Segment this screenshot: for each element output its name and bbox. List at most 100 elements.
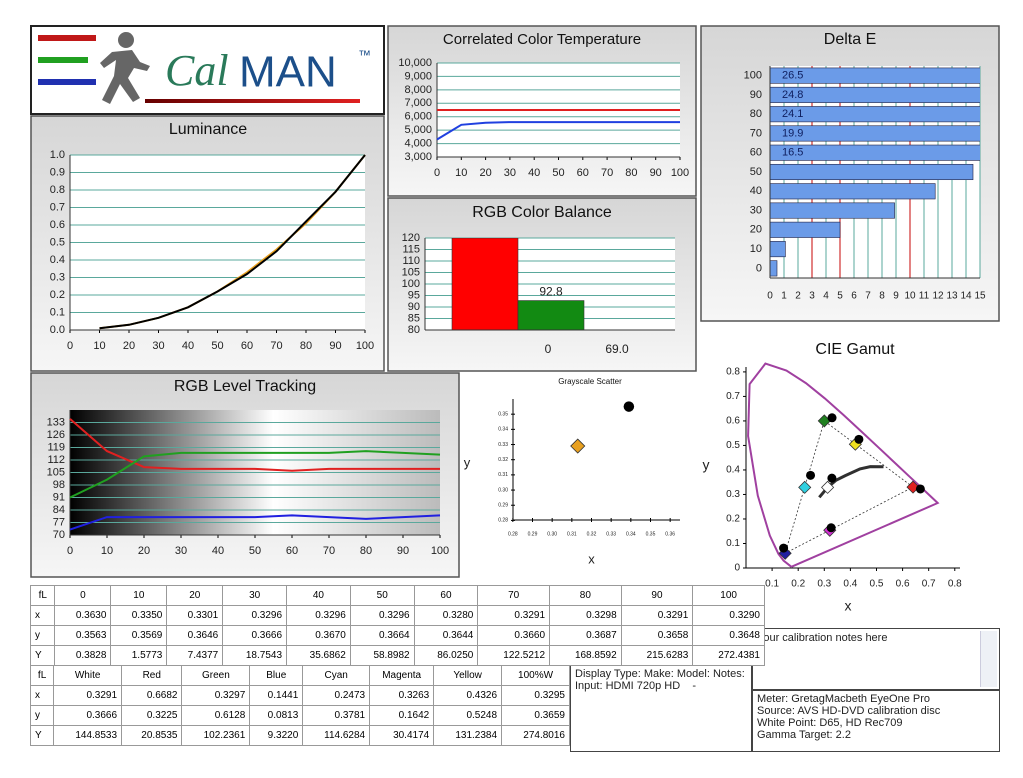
- x-tick-label: 70: [270, 340, 282, 352]
- logo-trademark: ™: [358, 47, 371, 62]
- cell: 0.1441: [249, 685, 304, 706]
- value-label: 92.8: [539, 285, 563, 299]
- cell: 0.3644: [413, 625, 479, 646]
- series-line: [99, 154, 366, 330]
- cell: 7.4377: [166, 645, 224, 666]
- x-tick-label: 100: [356, 340, 374, 352]
- x-tick-label: 14: [960, 291, 972, 302]
- y-tick-label: 6,000: [404, 111, 432, 123]
- row-label: Y: [29, 645, 56, 666]
- chart-title: CIE Gamut: [815, 341, 895, 358]
- logo-cal: Cal: [165, 46, 229, 95]
- table-row: Y 144.8533 20.8535 102.2361 9.3220 114.6284 30…: [29, 725, 570, 746]
- header-cell: fL: [29, 665, 55, 686]
- header-cell: 20: [166, 585, 224, 606]
- logo-bar-red: [38, 35, 96, 41]
- cell: 0.3280: [413, 605, 479, 626]
- y-tick-label: 9,000: [404, 70, 432, 82]
- y-axis-label: y: [464, 455, 471, 470]
- data-table: fL 0 10 20 30 40 50 60 70 80 90 100 x 0.3630 0.3350 0.3…: [29, 585, 765, 666]
- y-tick-label: 84: [53, 504, 65, 516]
- value-label: 24.8: [782, 89, 803, 101]
- cell: 0.3646: [166, 625, 224, 646]
- header-cell: 30: [222, 585, 288, 606]
- y-axis-label: y: [703, 457, 710, 473]
- y-tick-label: 3,000: [404, 151, 432, 163]
- header-cell: 50: [349, 585, 415, 606]
- y-tick-label: 0.4: [50, 254, 65, 266]
- y-tick-label: 133: [47, 416, 65, 428]
- x-tick-label: 15: [974, 291, 986, 302]
- row-label: x: [29, 605, 56, 626]
- header-cell: 80: [549, 585, 622, 606]
- cell: 0.3297: [181, 685, 251, 706]
- x-tick-label: 0.32: [587, 531, 597, 537]
- table-row: y 0.3563 0.3569 0.3646 0.3666 0.3670 0.3664 0.3…: [29, 625, 765, 646]
- y-tick-label: 0.30: [498, 487, 508, 493]
- display-info: Display Type: Make: Model: Notes: Input: …: [570, 665, 752, 752]
- x-tick-label: 8: [879, 291, 885, 302]
- x-tick-label: 50: [211, 340, 223, 352]
- cell: 0.3291: [620, 605, 694, 626]
- y-tick-label: 0.5: [50, 236, 65, 248]
- logo-underline: [145, 99, 360, 103]
- y-tick-label: 126: [47, 429, 65, 441]
- y-tick-label: 0.29: [498, 503, 508, 509]
- x-tick-label: 0.36: [665, 531, 675, 537]
- x-tick-label: 0.31: [567, 531, 577, 537]
- row-label: y: [29, 705, 55, 726]
- notes-box[interactable]: Your calibration notes here: [752, 628, 1000, 690]
- y-tick-label: 80: [750, 108, 762, 120]
- scrollbar[interactable]: [980, 631, 997, 687]
- y-tick-label: 105: [402, 266, 420, 278]
- cell: 0.3295: [501, 685, 570, 706]
- cell: 0.3660: [477, 625, 551, 646]
- header-cell: Green: [181, 665, 251, 686]
- logo-man: MAN: [239, 48, 337, 97]
- x-tick-label: 20: [123, 340, 135, 352]
- meter-line: Gamma Target: 2.2: [757, 729, 851, 741]
- point: [906, 480, 920, 494]
- cell: 0.5248: [433, 705, 503, 726]
- y-tick-label: 1.0: [50, 149, 65, 161]
- x-tick-label: 7: [865, 291, 871, 302]
- cell: 114.6284: [302, 725, 371, 746]
- y-tick-label: 10: [750, 243, 762, 255]
- y-tick-label: 20: [750, 224, 762, 236]
- y-tick-label: 0.8: [50, 184, 65, 196]
- x-tick-label: 5: [837, 291, 843, 302]
- y-tick-label: 0.6: [50, 219, 65, 231]
- cell: 0.3296: [349, 605, 415, 626]
- y-tick-label: 0.8: [726, 367, 740, 378]
- y-tick-label: 115: [402, 243, 420, 255]
- y-tick-label: 0.35: [498, 412, 508, 418]
- series-line: [69, 514, 441, 531]
- y-tick-label: 85: [408, 312, 420, 324]
- cell: 0.3781: [302, 705, 371, 726]
- x-tick-label: 0.28: [508, 531, 518, 537]
- bar: [770, 86, 980, 103]
- x-tick-label: 20: [138, 545, 150, 557]
- chart-title: Delta E: [824, 31, 876, 48]
- y-tick-label: 60: [750, 147, 762, 159]
- logo-bar-green: [38, 57, 88, 63]
- x-tick-label: 80: [625, 167, 637, 179]
- point: [806, 470, 816, 480]
- x-tick-label: 1: [781, 291, 787, 302]
- series-line: [436, 121, 680, 141]
- cell: 0.6682: [121, 685, 183, 706]
- point: [826, 523, 836, 533]
- cell: 0.4326: [433, 685, 503, 706]
- cell: 0.3296: [286, 605, 351, 626]
- meter-line: Meter: GretagMacbeth EyeOne Pro: [757, 693, 931, 705]
- y-tick-label: 100: [744, 70, 762, 82]
- x-tick-label: 0: [767, 291, 773, 302]
- cell: 0.6128: [181, 705, 251, 726]
- x-tick-label: 0.8: [948, 579, 962, 590]
- cell: 9.3220: [249, 725, 304, 746]
- table-row: x 0.3630 0.3350 0.3301 0.3296 0.3296 0.3296 0.3…: [29, 605, 765, 626]
- cell: 0.3263: [369, 685, 435, 706]
- cell: 20.8535: [121, 725, 183, 746]
